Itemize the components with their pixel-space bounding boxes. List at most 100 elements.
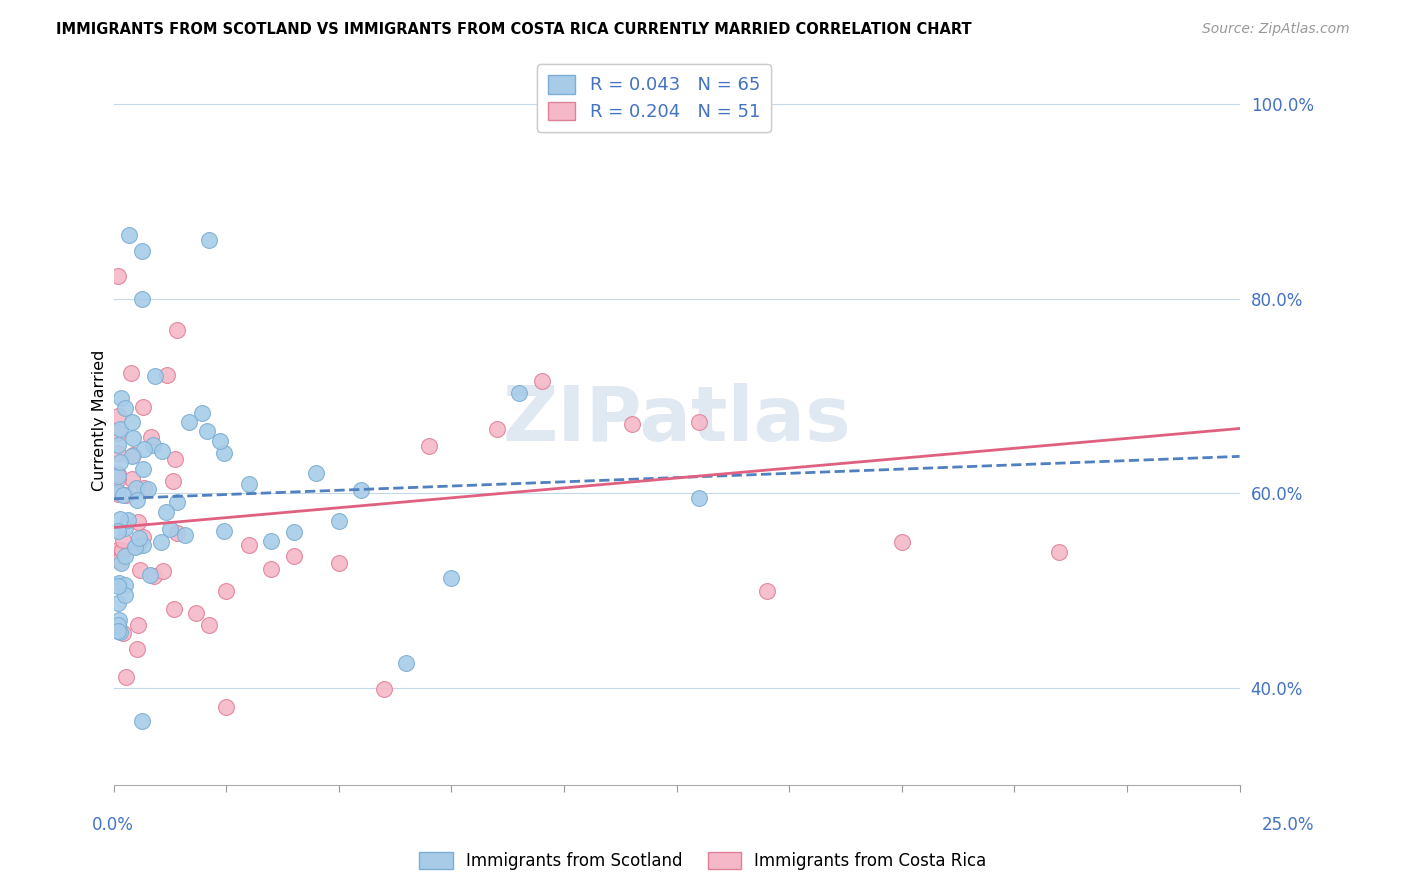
Point — [328, 557, 350, 571]
Point — [141, 437, 163, 451]
Point — [238, 538, 260, 552]
Point — [166, 525, 188, 540]
Point — [107, 409, 129, 423]
Point — [139, 430, 162, 444]
Point — [890, 535, 912, 549]
Point — [107, 426, 129, 441]
Point — [208, 434, 231, 449]
Point — [107, 438, 129, 452]
Point — [132, 442, 155, 456]
Point — [418, 439, 440, 453]
Point — [260, 533, 283, 548]
Point — [305, 467, 328, 481]
Point — [186, 606, 208, 620]
Point — [139, 568, 162, 582]
Point — [108, 554, 131, 568]
Point — [114, 401, 136, 415]
Point — [114, 577, 136, 591]
Point — [107, 596, 129, 610]
Point — [111, 543, 134, 558]
Point — [112, 487, 135, 501]
Point — [198, 618, 221, 632]
Point — [128, 531, 150, 545]
Point — [328, 514, 350, 528]
Point — [238, 476, 260, 491]
Point — [127, 618, 149, 632]
Point — [107, 468, 129, 483]
Point — [620, 417, 643, 431]
Point — [131, 461, 153, 475]
Point — [197, 424, 219, 438]
Text: Source: ZipAtlas.com: Source: ZipAtlas.com — [1202, 22, 1350, 37]
Point — [373, 682, 395, 697]
Point — [107, 542, 129, 557]
Point — [131, 244, 153, 259]
Point — [159, 522, 181, 536]
Point — [485, 422, 508, 436]
Point — [108, 613, 131, 627]
Point — [215, 699, 238, 714]
Point — [212, 445, 235, 459]
Point — [120, 366, 142, 380]
Point — [163, 452, 186, 467]
Point — [212, 524, 235, 539]
Text: 0.0%: 0.0% — [91, 816, 134, 834]
Point — [166, 323, 188, 337]
Point — [395, 656, 418, 670]
Point — [440, 571, 463, 585]
Text: ZIPatlas: ZIPatlas — [502, 384, 851, 458]
Point — [107, 269, 129, 284]
Point — [127, 515, 149, 529]
Point — [107, 624, 129, 639]
Point — [108, 422, 131, 436]
Point — [166, 495, 188, 509]
Point — [107, 579, 129, 593]
Point — [179, 415, 201, 429]
Point — [107, 484, 129, 499]
Point — [117, 228, 139, 243]
Point — [121, 450, 143, 464]
Point — [115, 487, 138, 501]
Point — [191, 406, 214, 420]
Point — [132, 538, 155, 552]
Point — [215, 583, 238, 598]
Point — [508, 385, 530, 400]
Point — [110, 556, 132, 570]
Point — [688, 491, 710, 505]
Point — [143, 369, 166, 384]
Point — [122, 432, 145, 446]
Point — [114, 549, 136, 563]
Point — [260, 562, 283, 576]
Point — [125, 641, 148, 656]
Point — [156, 368, 179, 383]
Point — [107, 472, 129, 486]
Point — [114, 521, 136, 535]
Point — [111, 546, 134, 560]
Point — [112, 533, 135, 547]
Point — [142, 568, 165, 582]
Y-axis label: Currently Married: Currently Married — [93, 350, 107, 491]
Point — [131, 292, 153, 306]
Point — [162, 475, 184, 489]
Point — [125, 481, 148, 495]
Point — [131, 714, 153, 728]
Point — [688, 416, 710, 430]
Point — [125, 493, 148, 508]
Point — [108, 455, 131, 469]
Point — [163, 602, 186, 616]
Point — [124, 541, 146, 555]
Point — [131, 400, 153, 414]
Point — [149, 535, 172, 549]
Point — [108, 512, 131, 526]
Point — [121, 448, 143, 462]
Point — [755, 583, 778, 598]
Text: 25.0%: 25.0% — [1263, 816, 1315, 834]
Point — [107, 467, 129, 482]
Point — [107, 618, 129, 632]
Point — [107, 446, 129, 460]
Legend: R = 0.043   N = 65, R = 0.204   N = 51: R = 0.043 N = 65, R = 0.204 N = 51 — [537, 64, 770, 132]
Point — [108, 576, 131, 591]
Point — [107, 524, 129, 539]
Point — [107, 487, 129, 501]
Point — [155, 505, 177, 519]
